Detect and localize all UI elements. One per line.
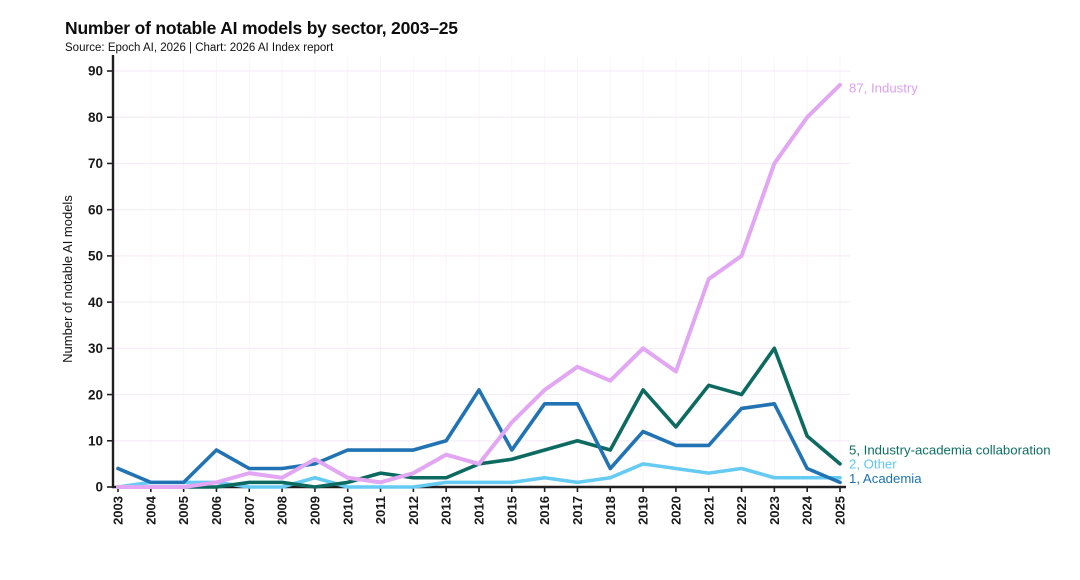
series-line-academia bbox=[116, 388, 842, 485]
y-tick-label: 90 bbox=[88, 64, 103, 79]
series-end-label-industry-academia-collaboration: 5, Industry-academia collaboration bbox=[849, 443, 1051, 458]
x-tick-label-2014: 2014 bbox=[472, 495, 487, 525]
y-tick-label: 80 bbox=[88, 110, 103, 125]
series-end-label-other: 2, Other bbox=[849, 456, 897, 471]
x-tick-label-2020: 2020 bbox=[668, 496, 683, 525]
x-tick-label-2016: 2016 bbox=[537, 496, 552, 525]
chart-source-caption: Source: Epoch AI, 2026 | Chart: 2026 AI … bbox=[65, 42, 334, 54]
y-tick-label: 0 bbox=[95, 480, 103, 495]
y-tick-label: 40 bbox=[88, 295, 103, 310]
y-tick-label: 50 bbox=[88, 249, 103, 264]
x-tick-label-2013: 2013 bbox=[439, 496, 454, 525]
x-tick-label-2003: 2003 bbox=[111, 496, 126, 525]
x-tick-label-2017: 2017 bbox=[570, 496, 585, 525]
x-tick-label-2023: 2023 bbox=[767, 496, 782, 525]
y-tick-label: 10 bbox=[88, 434, 103, 449]
y-tick-label: 70 bbox=[88, 156, 103, 171]
x-tick-label-2019: 2019 bbox=[636, 496, 651, 525]
x-tick-label-2015: 2015 bbox=[504, 496, 519, 525]
x-tick-label-2018: 2018 bbox=[603, 496, 618, 525]
series-end-label-academia: 1, Academia bbox=[849, 471, 922, 486]
x-tick-label-2009: 2009 bbox=[307, 496, 322, 525]
series-line-industry bbox=[116, 82, 842, 489]
y-tick-label: 30 bbox=[88, 341, 103, 356]
y-tick-label: 20 bbox=[88, 387, 103, 402]
x-tick-label-2024: 2024 bbox=[800, 495, 815, 525]
x-tick-label-2012: 2012 bbox=[406, 496, 421, 525]
series-end-label-industry: 87, Industry bbox=[849, 80, 918, 95]
chart-title: Number of notable AI models by sector, 2… bbox=[65, 18, 458, 38]
x-tick-label-2005: 2005 bbox=[176, 496, 191, 525]
x-tick-label-2004: 2004 bbox=[143, 495, 158, 525]
x-tick-label-2011: 2011 bbox=[373, 496, 388, 524]
x-tick-label-2025: 2025 bbox=[833, 496, 848, 525]
x-tick-label-2008: 2008 bbox=[275, 496, 290, 525]
x-tick-label-2006: 2006 bbox=[209, 496, 224, 525]
x-tick-label-2022: 2022 bbox=[734, 496, 749, 525]
y-axis-title: Number of notable AI models bbox=[60, 195, 75, 363]
y-tick-label: 60 bbox=[88, 202, 103, 217]
x-tick-label-2010: 2010 bbox=[340, 496, 355, 525]
x-tick-label-2007: 2007 bbox=[242, 496, 257, 525]
x-tick-label-2021: 2021 bbox=[701, 496, 716, 525]
